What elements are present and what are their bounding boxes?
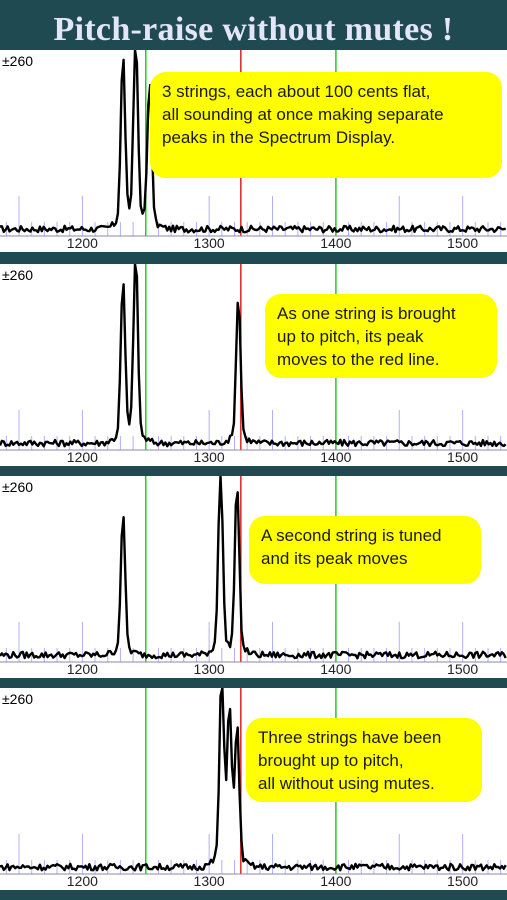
spectrum-panel-2: 1200 1300 1400 1500 ±260 As one string is b…	[0, 264, 507, 466]
callout-note: As one string is brought up to pitch, it…	[265, 294, 497, 378]
x-tick-label: 1200	[67, 449, 98, 465]
x-tick-label: 1400	[320, 873, 351, 889]
x-tick-label: 1500	[447, 235, 478, 251]
x-tick-label: 1400	[320, 449, 351, 465]
x-tick-label: 1300	[194, 873, 225, 889]
spectrum-chart: 1200 1300 1400 1500	[0, 476, 507, 677]
spectrum-trace	[0, 688, 507, 872]
x-tick-label: 1300	[194, 661, 225, 677]
y-range-label: ±260	[2, 479, 34, 495]
callout-note: A second string is tuned and its peak mo…	[249, 516, 481, 584]
spectrum-panel-4: 1200 1300 1400 1500 ±260 Three strings have…	[0, 688, 507, 890]
y-range-label: ±260	[2, 691, 34, 707]
spectrum-chart: 1200 1300 1400 1500	[0, 264, 507, 465]
x-tick-label: 1400	[320, 661, 351, 677]
x-tick-label: 1500	[447, 661, 478, 677]
x-tick-label: 1300	[194, 235, 225, 251]
callout-note: Three strings have been brought up to pi…	[246, 718, 482, 802]
spectrum-panel-3: 1200 1300 1400 1500 ±260 A second string is…	[0, 476, 507, 678]
x-tick-label: 1500	[447, 449, 478, 465]
x-tick-label: 1200	[67, 235, 98, 251]
spectrum-chart: 1200 1300 1400 1500	[0, 688, 507, 889]
x-tick-label: 1200	[67, 873, 98, 889]
x-tick-label: 1300	[194, 449, 225, 465]
spectrum-trace	[0, 264, 507, 448]
spectrum-trace	[0, 476, 507, 660]
y-range-label: ±260	[2, 53, 34, 69]
spectrum-chart: 1200 1300 1400 1500	[0, 50, 507, 251]
callout-note: 3 strings, each about 100 cents flat, al…	[150, 72, 502, 178]
x-tick-label: 1400	[320, 235, 351, 251]
x-tick-label: 1200	[67, 661, 98, 677]
y-range-label: ±260	[2, 267, 34, 283]
spectrum-trace	[0, 50, 507, 234]
spectrum-panel-1: 1200 1300 1400 1500 ±260 3 strings, each ab…	[0, 50, 507, 252]
x-tick-label: 1500	[447, 873, 478, 889]
